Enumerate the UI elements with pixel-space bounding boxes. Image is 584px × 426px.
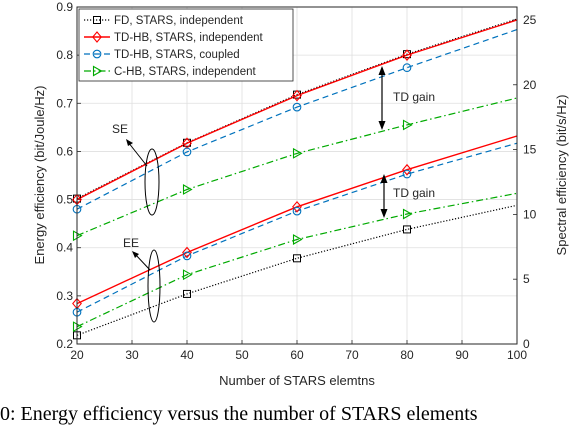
legend-label: C-HB, STARS, independent <box>114 66 256 78</box>
x-ticks: 20 30 40 50 60 70 80 90 100 <box>70 340 527 362</box>
series-marker-ee-3 <box>402 208 413 220</box>
y-right-tick-label: 10 <box>523 207 537 221</box>
series-line-se-7 <box>76 97 518 237</box>
y-left-tick-label: 0.7 <box>56 96 73 110</box>
td-gain-se-arrowhead-down <box>378 121 386 130</box>
series-marker-ee-2 <box>292 206 302 216</box>
x-tick-label: 90 <box>455 348 469 362</box>
se-ellipse <box>144 148 160 216</box>
y-right-ticks: 0 5 10 15 20 25 <box>513 13 537 351</box>
td-gain-ee-label: TD gain <box>393 186 435 200</box>
series-marker-ee-2 <box>182 251 192 261</box>
plot-frame <box>76 6 518 345</box>
series-marker-ee-0 <box>293 254 301 263</box>
series-marker-se-6 <box>402 63 412 73</box>
legend-marker <box>92 65 103 77</box>
y-left-tick-label: 0.5 <box>56 193 73 207</box>
legend-marker <box>92 49 102 59</box>
series-marker-ee-1 <box>182 246 192 259</box>
y-left-tick-label: 0.9 <box>56 0 73 14</box>
series-marker-ee-1 <box>402 163 412 176</box>
series-marker-se-7 <box>182 184 193 195</box>
series-marker-se-7 <box>292 147 303 159</box>
x-tick-label: 80 <box>400 348 414 362</box>
y-right-tick-label: 15 <box>523 143 537 157</box>
se-label: SE <box>112 122 128 136</box>
se-pointer-arrowhead <box>126 139 133 146</box>
y-left-tick-label: 0.2 <box>56 337 73 351</box>
series-line-ee-0 <box>76 204 518 336</box>
y-left-tick-label: 0.4 <box>56 241 73 255</box>
series-line-ee-3 <box>76 192 518 328</box>
legend: FD, STARS, independent TD-HB, STARS, inde… <box>78 8 294 82</box>
series-marker-ee-3 <box>292 234 303 245</box>
series-marker-se-6 <box>292 102 302 112</box>
y-right-tick-label: 20 <box>523 78 537 92</box>
y-left-axis-label: Energy efficiency (bit/Joule/Hz) <box>32 86 47 265</box>
series-marker-ee-3 <box>182 269 193 281</box>
series-line-se-6 <box>76 29 518 210</box>
series-marker-ee-0 <box>183 289 191 298</box>
legend-items: FD, STARS, independent TD-HB, STARS, inde… <box>84 15 264 78</box>
y-right-axis-label: Spectral efficiency (bit/s/Hz) <box>554 95 569 256</box>
y-right-tick-label: 5 <box>523 272 530 286</box>
legend-label: TD-HB, STARS, independent <box>114 32 264 44</box>
legend-marker <box>92 31 102 43</box>
series-marker-se-5 <box>402 49 412 61</box>
y-right-tick-label: 0 <box>523 337 530 351</box>
legend-box <box>78 8 294 82</box>
ee-pointer-line <box>134 253 151 271</box>
y-right-tick-label: 25 <box>523 13 537 27</box>
legend-label: FD, STARS, independent <box>114 15 244 27</box>
legend-marker <box>93 16 101 24</box>
x-tick-label: 60 <box>290 348 304 362</box>
td-gain-ee-arrowhead-down <box>380 209 388 218</box>
x-tick-label: 100 <box>507 348 527 362</box>
series-marker-ee-1 <box>292 200 302 213</box>
series-lines <box>76 18 518 336</box>
x-axis-label: Number of STARS elemtns <box>219 373 375 388</box>
x-tick-label: 50 <box>235 348 249 362</box>
td-gain-se-arrowhead-up <box>378 66 386 75</box>
td-gain-ee-arrowhead-up <box>380 174 388 183</box>
x-tick-label: 30 <box>125 348 139 362</box>
series-line-se-5 <box>76 19 518 201</box>
ee-ellipse <box>147 249 161 323</box>
series-line-se-4 <box>76 18 518 200</box>
y-left-ticks: 0.2 0.3 0.4 0.5 0.6 0.7 0.8 0.9 <box>56 0 81 351</box>
legend-label: TD-HB, STARS, coupled <box>114 49 240 61</box>
series-marker-se-5 <box>292 89 302 102</box>
ee-pointer-arrowhead <box>132 251 139 258</box>
ee-label: EE <box>123 236 139 250</box>
x-tick-label: 70 <box>345 348 359 362</box>
se-pointer-line <box>127 141 148 167</box>
annotations: SE EE TD gain TD gain <box>112 66 435 323</box>
x-tick-label: 40 <box>180 348 194 362</box>
y-left-tick-label: 0.6 <box>56 144 73 158</box>
td-gain-se-label: TD gain <box>393 90 435 104</box>
y-left-tick-label: 0.8 <box>56 48 73 62</box>
y-left-tick-label: 0.3 <box>56 289 73 303</box>
x-tick-label: 20 <box>70 348 84 362</box>
series-marker-ee-2 <box>402 169 412 179</box>
series-marker-se-6 <box>182 147 192 157</box>
series-marker-ee-0 <box>403 225 411 234</box>
figure-caption: 0: Energy efficiency versus the number o… <box>0 403 478 425</box>
series-marker-se-7 <box>402 119 413 131</box>
